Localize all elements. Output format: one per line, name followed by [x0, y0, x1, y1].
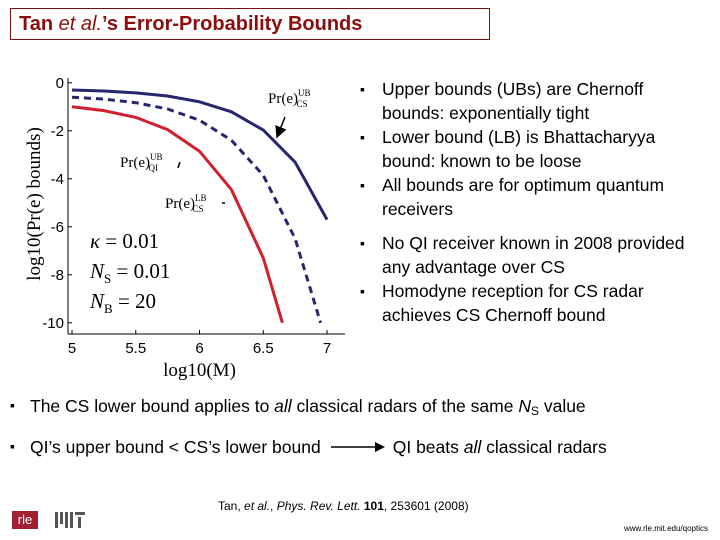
x-tick-label: 6.5 — [253, 340, 274, 357]
y-axis-label: log10(Pr(e) bounds) — [24, 127, 45, 281]
text: QI’s upper bound < CS’s lower bound — [30, 437, 321, 457]
y-tick-label: -4 — [51, 171, 64, 188]
x-tick-label: 5.5 — [125, 340, 146, 357]
annotation-part: N — [89, 289, 105, 313]
text: 101 — [363, 499, 384, 513]
y-tick-label: -2 — [51, 123, 64, 140]
text: all — [274, 396, 292, 416]
bullet: All bounds are for optimum quantum recei… — [360, 173, 710, 221]
label-part: UB — [150, 152, 163, 162]
label-part: LB — [195, 193, 207, 203]
x-axis-label: log10(M) — [163, 360, 236, 381]
text: , 253601 (2008) — [383, 499, 469, 513]
x-tick-label: 6 — [195, 340, 203, 357]
y-tick-label: -10 — [42, 315, 64, 332]
text: Tan, — [218, 499, 245, 513]
bullet: Homodyne reception for CS radar achieves… — [360, 279, 710, 327]
text: classical radars of the same — [291, 396, 519, 416]
bullet: No QI receiver known in 2008 provided an… — [360, 231, 710, 279]
annotation-part: S — [104, 271, 111, 286]
label-part: CS — [297, 99, 308, 109]
text: et al. — [244, 499, 271, 513]
bottom-bullet: The CS lower bound applies to all classi… — [10, 396, 586, 418]
logo: rle — [12, 511, 38, 529]
label-part: Pr(e) — [120, 155, 150, 171]
annotation-part: κ — [90, 229, 101, 253]
mit-logo — [55, 512, 85, 528]
title-text: ’s Error-Probability Bounds — [102, 13, 363, 35]
annotation-part: = 0.01 — [100, 229, 159, 253]
y-tick-label: -8 — [51, 267, 64, 284]
text: N — [518, 396, 531, 416]
bullet: Lower bound (LB) is Bhattacharyya bound:… — [360, 125, 710, 173]
title-text: et al. — [58, 13, 102, 35]
pointer — [177, 161, 181, 169]
line — [71, 105, 284, 324]
text: value — [538, 396, 586, 416]
annotation-part: = 20 — [113, 289, 156, 313]
annotation: NB = 20 — [89, 289, 156, 316]
chart: 0 -2 -4 -6 -8 -105 5.5 6 6.5 7 log10(M) log10(Pr(e)… — [24, 75, 345, 381]
legend-label: Pr(e)UB CS — [268, 88, 311, 109]
legend-label: Pr(e)LB CS — [165, 193, 207, 214]
legend-label: Pr(e)UB QI — [120, 152, 163, 173]
text: QI beats — [392, 437, 464, 457]
label-part: UB — [298, 88, 311, 98]
bullet: Upper bounds (UBs) are Chernoff bounds: … — [360, 77, 710, 125]
bottom-bullet: QI’s upper bound < CS’s lower bound QI be… — [10, 437, 607, 458]
annotation-part: N — [89, 259, 105, 283]
text: Phys. Rev. Lett. — [276, 499, 361, 513]
annotation-part: B — [104, 301, 113, 316]
citation: Tan, et al., Phys. Rev. Lett. 101, 25360… — [218, 499, 469, 513]
label-part: QI — [149, 163, 159, 173]
text: The CS lower bound applies to — [30, 396, 275, 416]
slide-title: Tan et al.’s Error-Probability Bounds — [10, 8, 490, 40]
annotation: NS = 0.01 — [89, 259, 170, 286]
text: , — [270, 499, 277, 513]
text: S — [530, 404, 539, 418]
x-tick-label: 5 — [68, 340, 76, 357]
text: all — [463, 437, 482, 457]
label-part: CS — [193, 204, 204, 214]
annotation-part: = 0.01 — [111, 259, 170, 283]
line — [71, 95, 323, 324]
pointer — [275, 116, 287, 139]
title-text: Tan — [19, 13, 59, 35]
text: classical radars — [481, 437, 607, 457]
line — [71, 88, 329, 221]
right-bullets: Upper bounds (UBs) are Chernoff bounds: … — [360, 77, 710, 327]
annotation: κ = 0.01 — [90, 229, 159, 253]
x-tick-label: 7 — [323, 340, 331, 357]
label-part: Pr(e) — [165, 196, 195, 212]
arrow — [330, 442, 385, 452]
y-tick-label: -6 — [51, 219, 64, 236]
footer: www.rle.mit.edu/qoptics — [623, 524, 708, 533]
label-part: Pr(e) — [268, 91, 298, 107]
y-tick-label: 0 — [56, 75, 64, 92]
